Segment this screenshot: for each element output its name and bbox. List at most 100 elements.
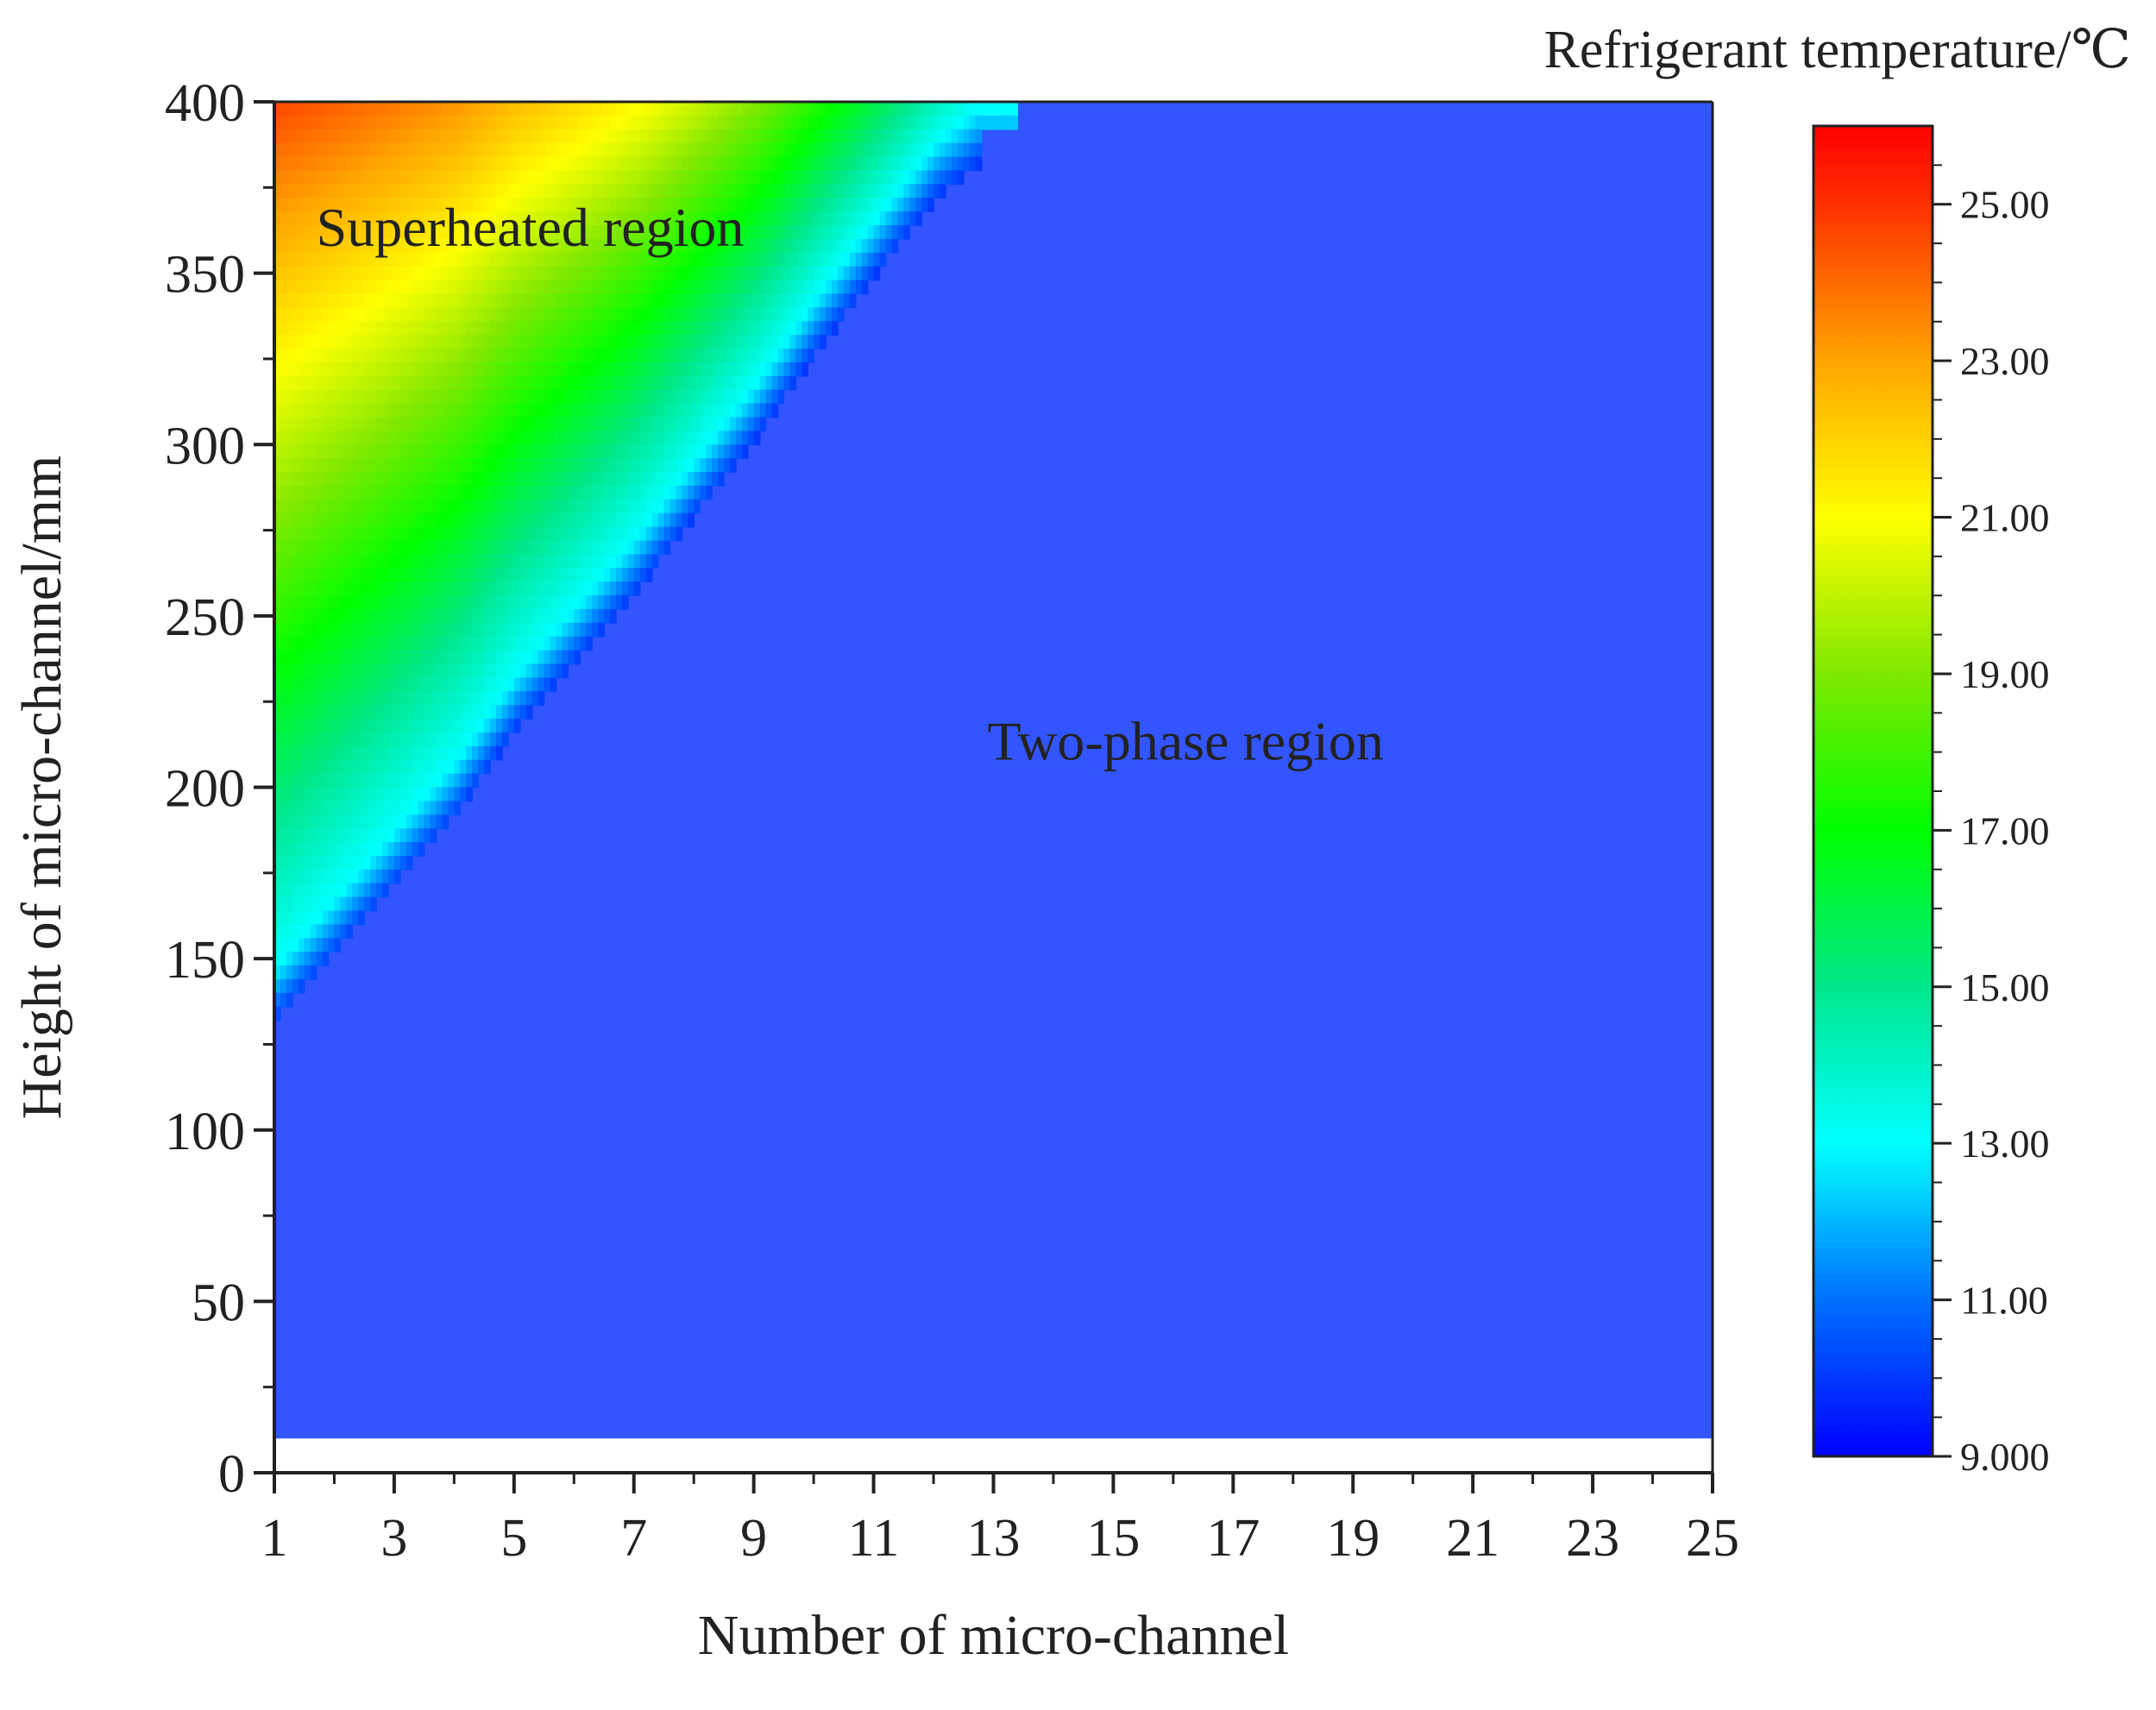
heatmap-cell: [364, 568, 371, 582]
heatmap-cell: [495, 582, 503, 596]
heatmap-cell: [364, 211, 371, 226]
heatmap-cell: [472, 719, 479, 733]
heatmap-cell: [519, 375, 527, 391]
heatmap-cell: [873, 198, 881, 212]
heatmap-cell: [598, 349, 605, 363]
heatmap-cell: [274, 307, 281, 323]
heatmap-cell: [537, 293, 545, 309]
heatmap-cell: [669, 417, 677, 432]
heatmap-cell: [346, 252, 354, 267]
heatmap-cell: [969, 129, 977, 144]
heatmap-cell: [783, 142, 791, 158]
heatmap-cell: [831, 307, 839, 323]
heatmap-cell: [370, 705, 377, 720]
heatmap-cell: [897, 129, 905, 144]
heatmap-cell: [352, 787, 360, 802]
heatmap-cell: [442, 403, 449, 418]
heatmap-cell: [795, 335, 803, 349]
heatmap-cell: [814, 321, 820, 336]
heatmap-cell: [490, 417, 497, 432]
heatmap-cell: [334, 801, 342, 816]
heatmap-cell: [580, 485, 587, 500]
heatmap-cell: [747, 252, 755, 267]
heatmap-cell: [472, 335, 479, 349]
heatmap-cell: [328, 622, 336, 638]
heatmap-cell: [945, 129, 952, 144]
heatmap-cell: [424, 238, 431, 254]
heatmap-cell: [700, 472, 707, 487]
heatmap-cell: [604, 472, 611, 487]
heatmap-cell: [442, 636, 449, 651]
heatmap-cell: [346, 554, 354, 569]
heatmap-cell: [448, 622, 456, 638]
heatmap-cell: [580, 608, 587, 624]
heatmap-cell: [340, 458, 348, 473]
heatmap-cell: [322, 211, 330, 226]
heatmap-cell: [562, 431, 569, 446]
heatmap-cell: [280, 335, 287, 349]
heatmap-cell: [387, 403, 395, 418]
heatmap-cell: [346, 745, 354, 761]
heatmap-cell: [399, 608, 407, 624]
heatmap-cell: [568, 115, 575, 130]
heatmap-cell: [735, 403, 743, 418]
heatmap-cell: [340, 773, 348, 789]
heatmap-cell: [556, 458, 563, 473]
heatmap-cell: [682, 458, 689, 473]
heatmap-cell: [418, 814, 425, 829]
heatmap-cell: [1005, 102, 1013, 116]
heatmap-cell: [387, 389, 395, 405]
heatmap-cell: [933, 156, 940, 172]
heatmap-cell: [418, 472, 425, 487]
heatmap-cell: [490, 170, 497, 185]
heatmap-cell: [700, 142, 707, 158]
heatmap-cell: [753, 307, 761, 323]
heatmap-cell: [370, 472, 377, 487]
heatmap-cell: [801, 307, 808, 323]
heatmap-cell: [592, 252, 599, 267]
heatmap-cell: [519, 266, 527, 281]
heatmap-cell: [478, 719, 485, 733]
heatmap-cell: [490, 499, 497, 514]
heatmap-cell: [562, 650, 569, 665]
heatmap-cell: [393, 156, 401, 172]
heatmap-cell: [598, 156, 605, 172]
heatmap-cell: [352, 431, 360, 446]
heatmap-cell: [364, 266, 371, 281]
heatmap-cell: [759, 211, 767, 226]
heatmap-cell: [814, 184, 820, 199]
heatmap-cell: [304, 431, 311, 446]
heatmap-cell: [519, 512, 527, 528]
heatmap-cell: [310, 142, 317, 158]
heatmap-cell: [370, 677, 377, 693]
heatmap-cell: [310, 266, 317, 281]
heatmap-cell: [484, 321, 491, 336]
heatmap-cell: [328, 582, 336, 596]
heatmap-cell: [412, 650, 419, 665]
heatmap-cell: [568, 403, 575, 418]
heatmap-cell: [820, 293, 827, 309]
heatmap-cell: [430, 115, 437, 130]
heatmap-cell: [849, 252, 857, 267]
heatmap-cell: [412, 293, 419, 309]
heatmap-cell: [405, 417, 413, 432]
heatmap-cell: [442, 773, 449, 789]
heatmap-cell: [975, 102, 983, 116]
heatmap-cell: [621, 252, 629, 267]
heatmap-cell: [568, 307, 575, 323]
heatmap-cell: [418, 361, 425, 377]
heatmap-cell: [466, 307, 474, 323]
heatmap-cell: [909, 211, 917, 226]
heatmap-cell: [387, 622, 395, 638]
heatmap-cell: [657, 252, 665, 267]
heatmap-cell: [676, 156, 683, 172]
heatmap-cell: [424, 225, 431, 240]
heatmap-cell: [753, 129, 761, 144]
heatmap-cell: [513, 431, 521, 446]
heatmap-cell: [639, 266, 647, 281]
heatmap-cell: [609, 293, 617, 309]
heatmap-cell: [412, 842, 419, 857]
heatmap-cell: [580, 170, 587, 185]
heatmap-cell: [454, 431, 462, 446]
heatmap-cell: [682, 266, 689, 281]
